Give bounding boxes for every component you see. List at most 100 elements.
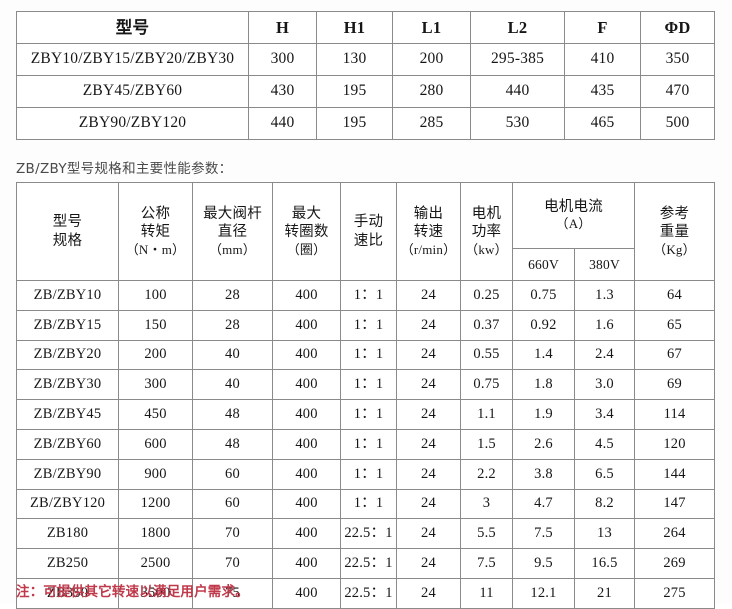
- spec-cell-660v: 7.5: [512, 518, 575, 550]
- table-row: ZB180 1800 70 400 22.5：1 24 5.5 7.5 13 2…: [16, 518, 715, 550]
- dimension-cell-phi-d: 500: [640, 107, 715, 140]
- spec-header-weight-unit: （Kg）: [653, 241, 696, 257]
- spec-cell-660v: 1.8: [512, 369, 575, 401]
- spec-cell-speed: 24: [396, 309, 461, 341]
- spec-header-torque: 公称 转矩 （N・m）: [118, 182, 193, 281]
- spec-cell-ratio: 22.5：1: [340, 548, 397, 579]
- spec-header-max-turns: 最大 转圈数 （圈）: [272, 182, 341, 281]
- dimension-cell-l1: 200: [392, 43, 471, 76]
- dimension-header-h1: H1: [316, 11, 393, 44]
- spec-cell-660v: 9.5: [512, 548, 575, 579]
- spec-cell-ratio: 1：1: [340, 339, 397, 371]
- spec-header-power-line1: 电机: [471, 205, 502, 222]
- spec-cell-weight: 64: [634, 280, 715, 311]
- spec-cell-power: 7.5: [460, 548, 513, 579]
- spec-cell-weight: 67: [634, 339, 715, 371]
- spec-header-turns-line1: 最大: [291, 205, 322, 222]
- spec-cell-turns: 400: [272, 548, 341, 579]
- spec-cell-660v: 0.75: [512, 280, 575, 311]
- spec-cell-power: 0.37: [460, 309, 513, 341]
- table-row: ZB250 2500 70 400 22.5：1 24 7.5 9.5 16.5…: [16, 548, 715, 579]
- spec-cell-ratio: 1：1: [340, 309, 397, 341]
- spec-header-current-660v: 660V: [512, 248, 575, 281]
- spec-header-turns-unit: （圈）: [286, 241, 327, 257]
- spec-header-stem-unit: （mm）: [208, 241, 257, 257]
- spec-cell-torque: 150: [118, 309, 193, 341]
- spec-cell-model: ZB/ZBY60: [16, 428, 119, 460]
- spec-cell-turns: 400: [272, 458, 341, 490]
- spec-cell-380v: 8.2: [574, 488, 635, 520]
- spec-cell-speed: 24: [396, 548, 461, 579]
- spec-cell-stem: 28: [192, 309, 273, 341]
- dimension-header-l2: L2: [470, 11, 565, 44]
- spec-cell-380v: 1.3: [574, 280, 635, 311]
- spec-cell-speed: 24: [396, 399, 461, 430]
- spec-header-weight: 参考 重量 （Kg）: [634, 182, 715, 281]
- spec-cell-660v: 0.92: [512, 309, 575, 341]
- spec-cell-model: ZB/ZBY90: [16, 458, 119, 490]
- spec-cell-model: ZB/ZBY45: [16, 399, 119, 430]
- dimension-cell-phi-d: 350: [640, 43, 715, 76]
- spec-header-model: 型号 规格: [16, 182, 119, 281]
- spec-cell-ratio: 1：1: [340, 428, 397, 460]
- spec-cell-model: ZB250: [16, 548, 119, 579]
- spec-cell-speed: 24: [396, 458, 461, 490]
- table-row: ZB/ZBY45 450 48 400 1：1 24 1.1 1.9 3.4 1…: [16, 399, 715, 430]
- spec-cell-torque: 2500: [118, 548, 193, 579]
- spec-cell-stem: 48: [192, 399, 273, 430]
- footnote: 注：可提供其它转速以满足用户需求。: [16, 584, 249, 600]
- spec-cell-stem: 70: [192, 518, 273, 550]
- dimension-cell-l2: 440: [470, 75, 565, 108]
- spec-cell-660v: 2.6: [512, 428, 575, 460]
- spec-cell-380v: 2.4: [574, 339, 635, 371]
- dimension-cell-l2: 530: [470, 107, 565, 140]
- spec-cell-stem: 60: [192, 488, 273, 520]
- spec-header-speed-unit: （r/min）: [400, 241, 457, 257]
- spec-cell-660v: 3.8: [512, 458, 575, 490]
- spec-cell-torque: 300: [118, 369, 193, 401]
- spec-cell-ratio: 1：1: [340, 458, 397, 490]
- spec-header-stem-diameter: 最大阀杆 直径 （mm）: [192, 182, 273, 281]
- spec-header-stem-line1: 最大阀杆: [203, 205, 262, 222]
- spec-cell-380v: 3.4: [574, 399, 635, 430]
- spec-cell-torque: 450: [118, 399, 193, 430]
- spec-cell-380v: 1.6: [574, 309, 635, 341]
- spec-header-power-line2: 功率: [471, 224, 502, 241]
- table-row: ZBY90/ZBY120 440 195 285 530 465 500: [16, 107, 715, 140]
- spec-cell-weight: 65: [634, 309, 715, 341]
- spec-cell-speed: 24: [396, 518, 461, 550]
- spec-header-current-line1: 电机电流: [544, 198, 603, 215]
- spec-cell-torque: 100: [118, 280, 193, 311]
- spec-table-header-row-2: 660V 380V: [17, 248, 715, 281]
- dimension-table-header-row: 型号 H H1 L1 L2 F ΦD: [16, 11, 715, 44]
- spec-cell-torque: 1800: [118, 518, 193, 550]
- dimension-cell-l2: 295-385: [470, 43, 565, 76]
- table-row: ZB/ZBY30 300 40 400 1：1 24 0.75 1.8 3.0 …: [16, 369, 715, 401]
- dimension-cell-h: 430: [248, 75, 317, 108]
- table-row: ZBY45/ZBY60 430 195 280 440 435 470: [16, 75, 715, 108]
- spec-cell-660v: 1.4: [512, 339, 575, 371]
- dimension-header-model: 型号: [16, 11, 249, 44]
- spec-cell-model: ZB/ZBY10: [16, 280, 119, 311]
- spec-cell-speed: 24: [396, 339, 461, 371]
- spec-cell-weight: 114: [634, 399, 715, 430]
- spec-cell-weight: 120: [634, 428, 715, 460]
- spec-cell-ratio: 1：1: [340, 488, 397, 520]
- spec-cell-model: ZB180: [16, 518, 119, 550]
- spec-header-motor-current-group: 电机电流 （A）: [512, 182, 635, 249]
- spec-cell-model: ZB/ZBY20: [16, 339, 119, 371]
- dimension-cell-h1: 130: [316, 43, 393, 76]
- spec-cell-weight: 69: [634, 369, 715, 401]
- spec-cell-weight: 264: [634, 518, 715, 550]
- spec-cell-model: ZB/ZBY15: [16, 309, 119, 341]
- spec-table-subtitle: ZB/ZBY型号规格和主要性能参数：: [16, 161, 233, 177]
- spec-header-speed-line1: 输出: [413, 205, 444, 222]
- spec-cell-turns: 400: [272, 428, 341, 460]
- spec-cell-power: 3: [460, 488, 513, 520]
- dimension-cell-h1: 195: [316, 107, 393, 140]
- spec-cell-ratio: 22.5：1: [340, 518, 397, 550]
- spec-cell-weight: 269: [634, 548, 715, 579]
- spec-cell-380v: 3.0: [574, 369, 635, 401]
- table-row: ZBY10/ZBY15/ZBY20/ZBY30 300 130 200 295-…: [16, 43, 715, 76]
- spec-cell-660v: 1.9: [512, 399, 575, 430]
